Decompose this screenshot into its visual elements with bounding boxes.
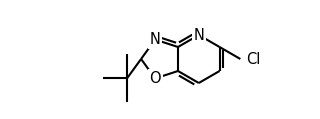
Text: N: N [150,32,161,47]
Text: O: O [149,71,161,86]
Text: N: N [193,27,204,42]
Text: Cl: Cl [246,52,261,67]
